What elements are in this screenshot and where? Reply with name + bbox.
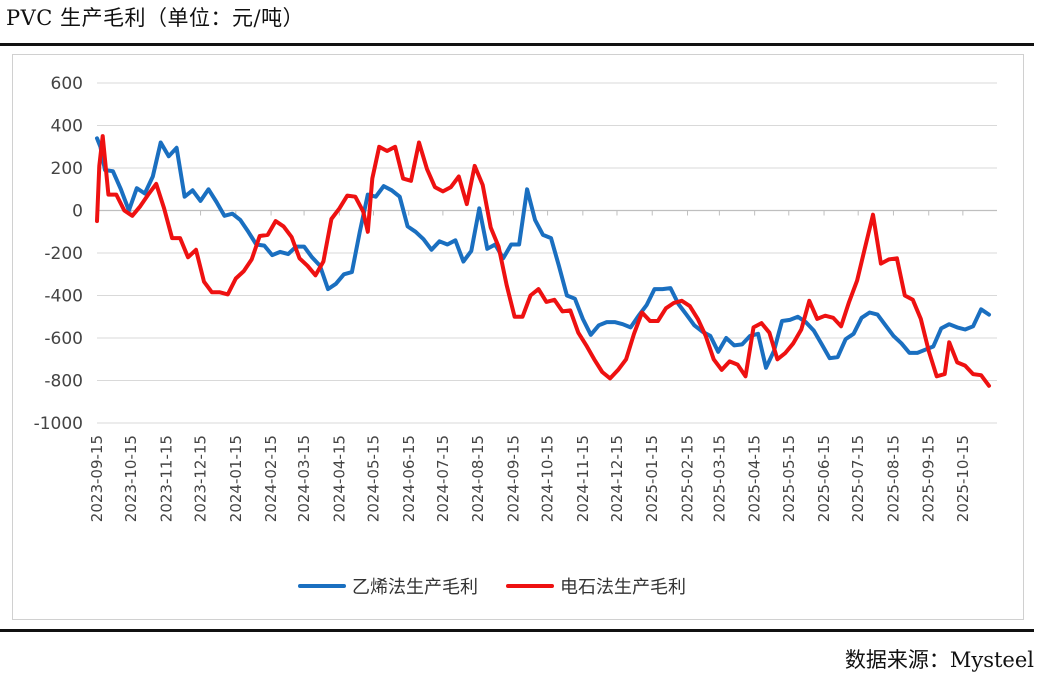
- x-tick-label: 2025-05-15: [780, 435, 798, 522]
- x-tick-label: 2024-03-15: [295, 435, 313, 522]
- legend-label-1: 乙烯法生产毛利: [352, 577, 478, 598]
- x-tick-label: 2024-05-15: [364, 435, 382, 522]
- x-tick-label: 2023-12-15: [192, 435, 210, 522]
- x-tick-label: 2024-11-15: [574, 435, 592, 522]
- x-tick-label: 2025-04-15: [746, 435, 764, 522]
- top-rule: [0, 43, 1034, 46]
- x-tick-label: 2025-07-15: [849, 435, 867, 522]
- x-tick-label: 2024-12-15: [608, 435, 626, 522]
- x-tick-label: 2025-09-15: [920, 435, 938, 522]
- series-line-2: [95, 134, 991, 388]
- x-tick-label: 2024-09-15: [504, 435, 522, 522]
- page-title: PVC 生产毛利（单位：元/吨）: [6, 6, 305, 30]
- x-tick-label: 2023-11-15: [157, 435, 175, 522]
- y-tick-label: 600: [51, 74, 83, 94]
- y-tick-label: -400: [44, 287, 83, 307]
- x-tick-label: 2025-01-15: [643, 435, 661, 522]
- x-axis-ticks: 2023-09-15 2023-10-15 2023-11-15 2023-12-15…: [88, 210, 972, 522]
- y-tick-label: -1000: [34, 414, 83, 434]
- chart-frame: 600 400 200 0 -200 -400 -600 -800 -1000 2023-09-…: [12, 54, 1024, 620]
- y-tick-label: 400: [51, 117, 83, 137]
- grid-lines: [97, 82, 997, 424]
- x-tick-label: 2024-08-15: [469, 435, 487, 522]
- y-tick-label: 200: [51, 159, 83, 179]
- y-tick-label: -600: [44, 329, 83, 349]
- y-axis-ticks: 600 400 200 0 -200 -400 -600 -800 -1000: [34, 74, 83, 434]
- x-tick-label: 2024-01-15: [227, 435, 245, 522]
- x-tick-label: 2024-10-15: [539, 435, 557, 522]
- line-chart: 600 400 200 0 -200 -400 -600 -800 -1000 2023-09-…: [34, 74, 997, 598]
- legend-label-2: 电石法生产毛利: [560, 577, 686, 598]
- x-tick-label: 2025-10-15: [954, 435, 972, 522]
- source-note: 数据来源：Mysteel: [844, 648, 1034, 672]
- y-tick-label: 0: [72, 202, 83, 222]
- x-tick-label: 2023-09-15: [88, 435, 106, 522]
- x-tick-label: 2024-02-15: [262, 435, 280, 522]
- bottom-rule: [0, 629, 1034, 632]
- x-tick-label: 2025-03-15: [710, 435, 728, 522]
- y-tick-label: -800: [44, 372, 83, 392]
- legend: 乙烯法生产毛利 电石法生产毛利: [298, 577, 686, 598]
- x-tick-label: 2024-07-15: [434, 435, 452, 522]
- y-tick-label: -200: [44, 244, 83, 264]
- x-tick-label: 2025-02-15: [679, 435, 697, 522]
- x-tick-label: 2023-10-15: [122, 435, 140, 522]
- x-tick-label: 2025-06-15: [815, 435, 833, 522]
- series-lines: [95, 134, 991, 388]
- x-tick-label: 2024-06-15: [400, 435, 418, 522]
- x-tick-label: 2025-08-15: [884, 435, 902, 522]
- series-line-1: [95, 136, 991, 370]
- x-tick-label: 2024-04-15: [330, 435, 348, 522]
